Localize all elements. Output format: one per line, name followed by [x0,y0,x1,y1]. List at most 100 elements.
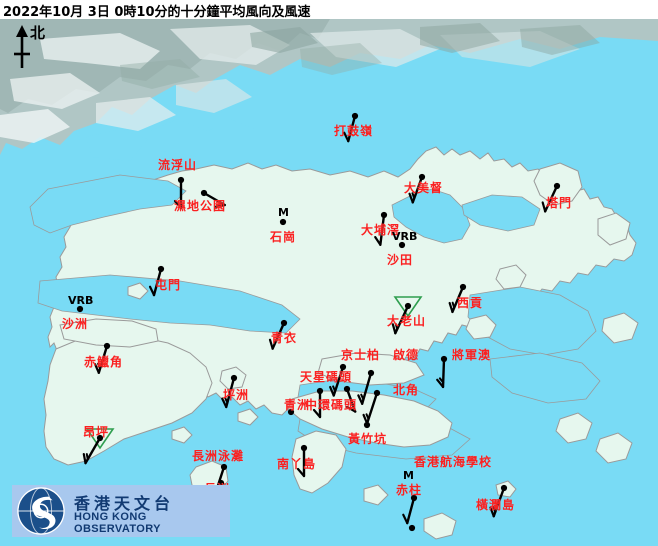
station-label: 將軍澳 [452,348,492,362]
station-label: 赤鱲角 [84,355,124,369]
station-dot-icon [398,241,406,249]
wind-barb-half-feather [360,393,365,401]
wind-barb-full-feather [173,199,183,210]
map-canvas[interactable]: 北 打鼓嶺 流浮山 濕地公園 石崗 M 大美督 塔門 大埔滘 沙田 VRB 屯門 沙洲 VRB 赤鱲角 青衣… [0,19,658,546]
station-marker[interactable] [362,389,381,425]
wind-barb-half-feather [451,301,456,309]
station-marker[interactable] [343,112,359,143]
station-marker[interactable] [200,189,226,208]
wind-barb-shaft [152,267,163,297]
station-marker[interactable] [329,363,347,397]
station-marker[interactable] [148,265,165,297]
station-marker[interactable] [436,355,448,389]
station-marker[interactable] [391,296,423,335]
wind-barb-full-feather [214,203,226,208]
station-label: 石崗 [270,230,297,244]
station-marker[interactable] [343,385,357,413]
station-marker[interactable] [173,176,185,210]
wind-barb-full-feather [402,513,409,525]
station-label: 濕地公園 [174,199,227,213]
wind-barb-shaft [202,191,226,207]
station-marker[interactable] [357,369,375,405]
gust-triangle-icon [393,296,423,318]
station-marker[interactable] [408,173,426,204]
station-label: 北角 [393,383,420,397]
vrb-marker-label: VRB [68,294,94,307]
wind-barb-shaft [406,496,416,525]
wind-barb-full-feather [374,235,382,246]
station-marker[interactable] [279,218,287,226]
wind-barb-full-feather [391,323,397,335]
station-marker[interactable] [312,387,324,419]
station-marker[interactable] [489,484,508,518]
wind-barb-shaft [345,387,357,413]
calm-marker-label: M [403,469,414,482]
north-label: 北 [30,24,46,42]
island-landmasses [43,162,639,540]
wind-barb-half-feather [411,192,416,200]
wind-barb-full-feather [489,506,495,518]
station-label: 香港航海學校 [414,455,493,469]
station-label: 坪洲 [223,388,250,402]
wind-barb-half-feather [85,453,89,461]
wind-barb-half-feather [492,506,497,513]
station-label: 南丫島 [277,457,317,471]
station-marker[interactable] [374,211,388,246]
wind-barb-full-feather [408,192,414,204]
station-marker[interactable] [402,494,418,525]
station-marker[interactable] [296,444,308,478]
station-marker[interactable] [76,305,84,313]
station-label: 大美督 [404,181,444,195]
station-marker[interactable] [221,374,238,409]
hko-logo-chinese: 香港天文台 [74,494,175,513]
wind-barb-full-feather [448,301,454,313]
station-label: 大老山 [387,314,427,328]
station-label: 沙洲 [62,317,89,331]
wind-barb-half-feather [332,385,337,393]
station-marker[interactable] [398,241,406,249]
station-label: 西貢 [457,296,484,310]
wind-barb-full-feather [296,467,306,478]
station-label: 京士柏 [341,348,381,362]
station-label: 打鼓嶺 [334,124,374,138]
station-marker[interactable] [408,524,416,532]
station-label: 黃竹坑 [348,432,388,446]
station-marker[interactable] [448,283,467,314]
page-title: 2022年10月 3日 0時10分的十分鐘平均風向及風速 [3,5,311,20]
station-label: 青洲 [284,398,311,412]
station-label: 啟德 [393,348,420,362]
hko-swirl-logo-icon [17,487,65,535]
map-graphics [0,19,658,546]
station-marker[interactable] [82,428,115,465]
wind-barb-full-feather [436,378,445,389]
wind-barb-full-feather [268,338,274,350]
station-dot-icon [76,305,84,313]
station-marker[interactable] [268,319,288,350]
station-marker[interactable] [363,421,371,429]
station-marker[interactable] [541,182,561,213]
gust-triangle-icon [85,428,115,450]
station-marker[interactable] [287,408,295,416]
wind-barb-half-feather [365,413,370,421]
station-label: 大埔滘 [361,223,401,237]
wind-barb-full-feather [82,452,87,465]
hko-logo[interactable]: 香港天文台 HONG KONG OBSERVATORY [12,485,230,537]
wind-barb-full-feather [312,408,322,419]
vrb-marker-label: VRB [392,230,418,243]
wind-barb-shaft [347,114,357,143]
wind-barb-full-feather [357,394,364,405]
station-label: 沙田 [387,253,414,267]
station-label: 昂坪 [83,425,110,439]
station-label: 流浮山 [158,158,198,172]
station-dot-icon [408,524,416,532]
station-label: 中環碼頭 [305,398,358,412]
station-dot-icon [279,218,287,226]
calm-marker-label: M [278,206,289,219]
wind-barb-shaft [543,184,559,213]
mainland-landmass [0,19,658,161]
hko-logo-english: HONG KONG OBSERVATORY [74,511,161,535]
wind-barb-full-feather [343,131,350,143]
station-marker[interactable] [94,342,111,374]
wind-barb-full-feather [541,201,547,213]
wind-barb-shaft [379,213,386,246]
